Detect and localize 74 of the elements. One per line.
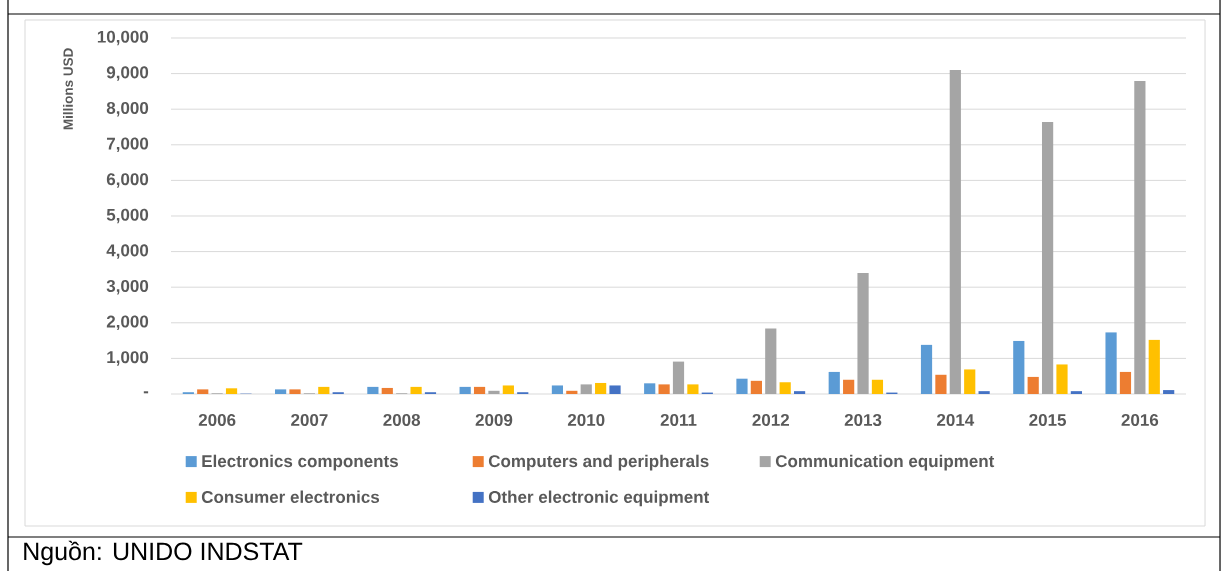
y-tick-label: 3,000	[106, 279, 149, 295]
bar	[871, 379, 884, 394]
legend-label: Computers and peripherals	[488, 454, 709, 471]
bar	[381, 387, 393, 394]
bar	[1041, 122, 1054, 394]
bar	[920, 344, 933, 394]
bar	[595, 382, 607, 394]
y-tick-label: 5,000	[106, 208, 149, 224]
y-tick-label: 9,000	[106, 66, 149, 81]
bar	[1105, 332, 1117, 394]
bar	[658, 384, 670, 394]
bar	[488, 390, 500, 394]
bar	[1134, 81, 1146, 394]
bar	[1148, 339, 1160, 394]
legend-label: Other electronic equipment	[488, 490, 710, 507]
x-tick-label: 2016	[1121, 413, 1159, 427]
bar	[949, 70, 961, 394]
y-tick-label: 6,000	[106, 173, 149, 188]
bar	[672, 361, 685, 394]
bar	[779, 382, 791, 394]
bar	[828, 371, 840, 394]
legend-label: Electronics components	[202, 454, 398, 471]
x-tick-label: 2010	[567, 413, 605, 427]
y-tick-label: -	[143, 391, 149, 394]
legend-label: Consumer electronics	[201, 490, 380, 503]
bar	[843, 379, 855, 394]
y-tick-label: 10,000	[97, 30, 149, 46]
x-tick-label: 2014	[937, 413, 975, 427]
x-tick-label: 2013	[844, 413, 882, 427]
bar	[197, 389, 209, 394]
bar	[1013, 340, 1025, 394]
bar	[609, 385, 621, 394]
legend-label: Communication equipment	[775, 454, 995, 471]
bar	[857, 272, 869, 394]
y-tick-label: 1,000	[107, 351, 149, 366]
y-tick-label: 7,000	[106, 137, 149, 153]
x-tick-label: 2009	[475, 413, 513, 427]
y-axis-title: Millions USD	[63, 48, 73, 130]
bar	[289, 389, 301, 394]
bar	[1027, 376, 1039, 394]
bar	[765, 328, 777, 394]
x-tick-label: 2007	[291, 413, 328, 427]
bar	[275, 389, 287, 394]
bar	[644, 383, 656, 394]
bar	[318, 386, 330, 394]
x-tick-label: 2015	[1029, 413, 1067, 427]
bar	[935, 374, 947, 394]
bar	[1163, 390, 1175, 394]
bar	[1056, 364, 1068, 394]
x-tick-label: 2006	[198, 413, 236, 427]
bar	[1070, 391, 1082, 394]
x-tick-label: 2008	[383, 413, 421, 427]
bar	[473, 386, 486, 394]
y-tick-label: 8,000	[106, 101, 149, 117]
bar	[750, 380, 762, 394]
x-tick-label: 2011	[660, 413, 697, 427]
bar	[1119, 371, 1132, 394]
bar	[793, 391, 806, 394]
bar	[964, 369, 976, 394]
bar	[225, 388, 238, 394]
bar	[566, 390, 578, 394]
bar	[580, 384, 592, 394]
bar	[502, 385, 514, 394]
bar	[459, 386, 471, 394]
x-tick-label: 2012	[752, 413, 789, 427]
bar	[687, 384, 699, 394]
bar	[736, 378, 748, 394]
bar	[551, 385, 564, 394]
y-tick-label: 4,000	[106, 244, 149, 259]
bar	[978, 391, 990, 394]
bar	[410, 386, 422, 394]
bar	[367, 386, 379, 394]
text: Nguồn: UNIDO INDSTAT	[24, 540, 303, 566]
y-tick-label: 2,000	[106, 315, 149, 331]
